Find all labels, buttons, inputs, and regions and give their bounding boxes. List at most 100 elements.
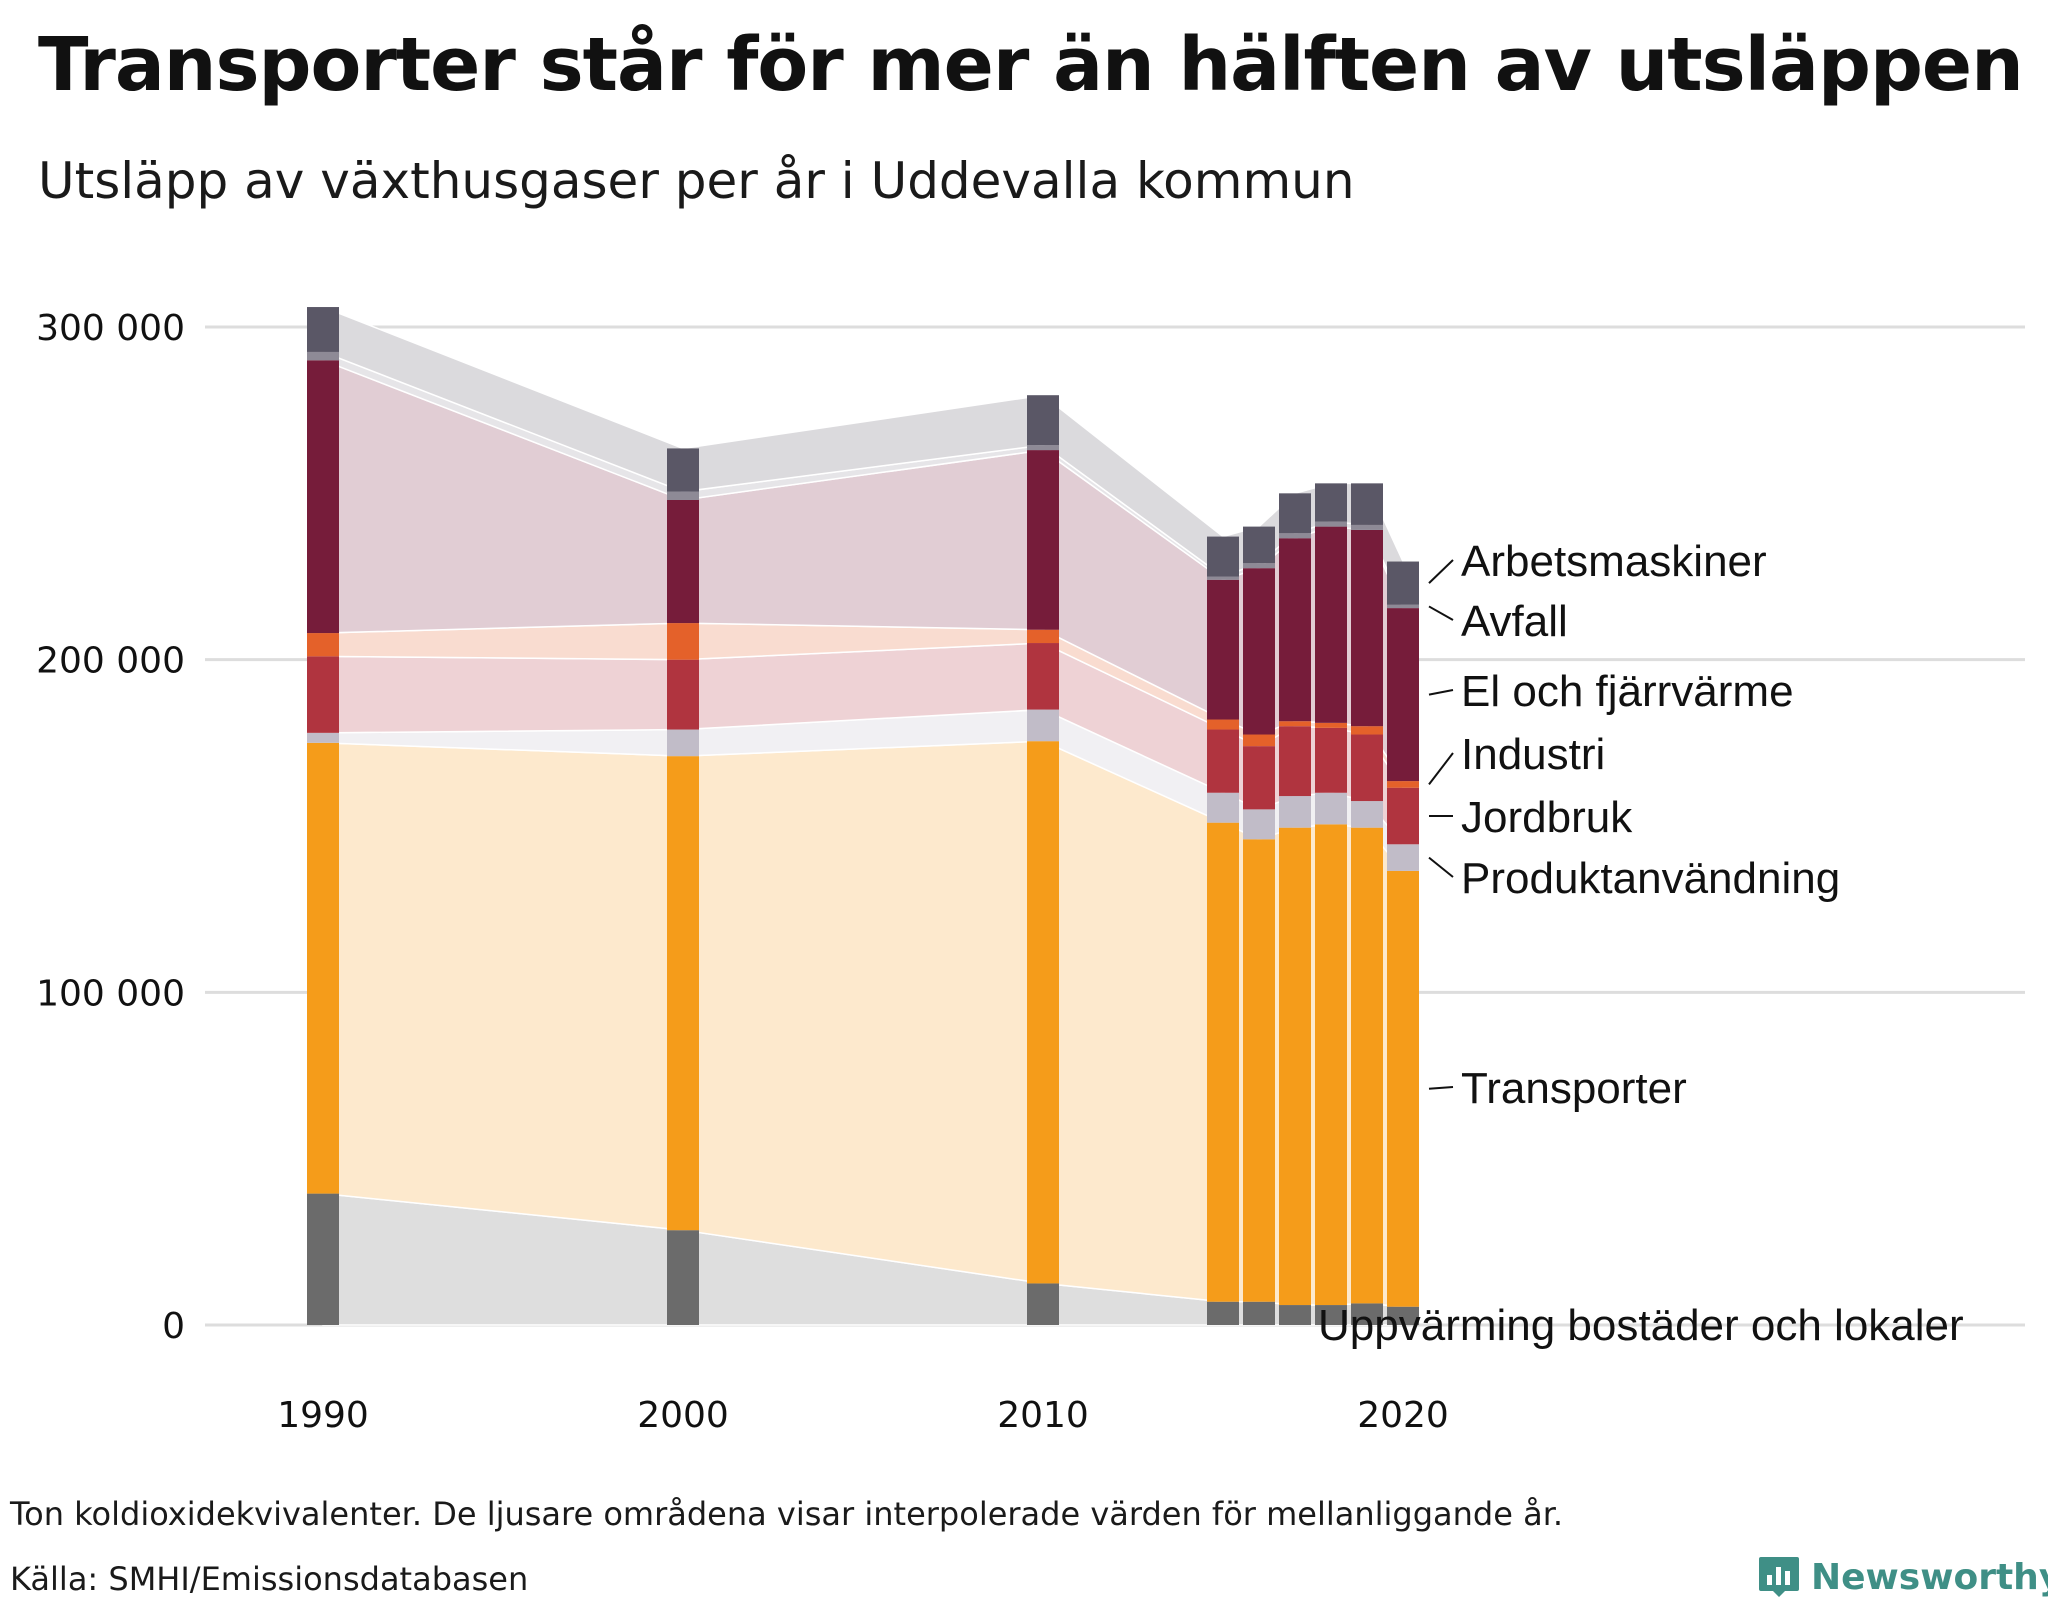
- series-label-el-och-fjarrvarme: El och fjärrvärme: [1461, 667, 1794, 716]
- bar-jordbruk-2017: [1279, 726, 1311, 796]
- bar-jordbruk-2000: [667, 660, 699, 730]
- bar-jordbruk-2010: [1027, 643, 1059, 710]
- bar-avfall-1990: [307, 352, 339, 360]
- bar-avfall-2017: [1279, 533, 1311, 538]
- brand-logo[interactable]: Newsworthy: [1757, 1550, 2048, 1604]
- bar-produktanvandning-2017: [1279, 796, 1311, 828]
- bar-produktanvandning-1990: [307, 733, 339, 743]
- bar-jordbruk-2020: [1387, 788, 1419, 845]
- y-tick-label: 0: [162, 1306, 185, 1347]
- x-tick-label: 2000: [637, 1395, 729, 1436]
- label-leader-produktanvandning: [1429, 858, 1453, 877]
- series-label-industri: Industri: [1461, 730, 1605, 779]
- bar-el-och-fjarrvarme-2020: [1387, 608, 1419, 781]
- bar-transporter-2000: [667, 756, 699, 1230]
- label-leader-arbetsmaskiner: [1429, 560, 1453, 583]
- bar-arbetsmaskiner-2016: [1243, 527, 1275, 564]
- bar-jordbruk-2015: [1207, 730, 1239, 793]
- newsworthy-logo-icon: [1757, 1555, 1801, 1599]
- bar-produktanvandning-2016: [1243, 809, 1275, 839]
- bar-jordbruk-2019: [1351, 735, 1383, 802]
- series-label-produktanvandning: Produktanvändning: [1461, 854, 1840, 903]
- bar-el-och-fjarrvarme-2016: [1243, 568, 1275, 734]
- x-axis-ticks: 1990 2000 2010 2020: [277, 1395, 1449, 1436]
- bar-arbetsmaskiner-2010: [1027, 395, 1059, 445]
- bar-uppvarming-bostader-och-lokaler-2016: [1243, 1302, 1275, 1325]
- bar-industri-2020: [1387, 781, 1419, 788]
- bar-arbetsmaskiner-2019: [1351, 483, 1383, 525]
- y-tick-label: 300 000: [36, 308, 185, 349]
- bar-industri-2018: [1315, 723, 1347, 728]
- bar-transporter-2016: [1243, 839, 1275, 1301]
- bar-transporter-1990: [307, 743, 339, 1194]
- x-tick-label: 1990: [277, 1395, 369, 1436]
- series-label-jordbruk: Jordbruk: [1461, 793, 1633, 842]
- bar-uppvarming-bostader-och-lokaler-2015: [1207, 1302, 1239, 1325]
- bar-industri-1990: [307, 633, 339, 656]
- bar-industri-2017: [1279, 721, 1311, 726]
- label-leader-el-och-fjarrvarme: [1429, 690, 1453, 695]
- series-label-arbetsmaskiner: Arbetsmaskiner: [1461, 537, 1767, 586]
- bar-el-och-fjarrvarme-2000: [667, 500, 699, 623]
- bar-industri-2015: [1207, 720, 1239, 730]
- bar-arbetsmaskiner-2020: [1387, 562, 1419, 605]
- y-axis-ticks: 0 100 000 200 000 300 000: [36, 308, 185, 1347]
- bar-jordbruk-2016: [1243, 746, 1275, 809]
- bar-arbetsmaskiner-2018: [1315, 483, 1347, 521]
- series-label-transporter: Transporter: [1461, 1064, 1687, 1113]
- bar-produktanvandning-2010: [1027, 710, 1059, 742]
- bar-produktanvandning-2000: [667, 730, 699, 757]
- bar-uppvarming-bostader-och-lokaler-2017: [1279, 1305, 1311, 1325]
- bar-transporter-2020: [1387, 871, 1419, 1307]
- bar-transporter-2018: [1315, 824, 1347, 1305]
- bar-produktanvandning-2019: [1351, 801, 1383, 828]
- label-leader-avfall: [1429, 606, 1453, 620]
- label-leader-transporter: [1429, 1087, 1453, 1089]
- bar-uppvarming-bostader-och-lokaler-1990: [307, 1194, 339, 1325]
- bar-arbetsmaskiner-2015: [1207, 537, 1239, 577]
- bar-el-och-fjarrvarme-1990: [307, 360, 339, 633]
- bar-jordbruk-2018: [1315, 728, 1347, 793]
- bar-industri-2016: [1243, 735, 1275, 747]
- bar-avfall-2000: [667, 492, 699, 500]
- bar-avfall-2015: [1207, 577, 1239, 580]
- bar-produktanvandning-2018: [1315, 793, 1347, 825]
- bar-avfall-2020: [1387, 605, 1419, 608]
- bar-arbetsmaskiner-2017: [1279, 493, 1311, 533]
- bar-avfall-2018: [1315, 522, 1347, 527]
- x-tick-label: 2020: [1357, 1395, 1449, 1436]
- bar-transporter-2015: [1207, 823, 1239, 1302]
- x-tick-label: 2010: [997, 1395, 1089, 1436]
- bar-produktanvandning-2020: [1387, 844, 1419, 871]
- y-tick-label: 100 000: [36, 973, 185, 1014]
- interpolated-areas: [323, 307, 1403, 1325]
- bar-industri-2019: [1351, 726, 1383, 734]
- bar-arbetsmaskiner-1990: [307, 307, 339, 352]
- bar-transporter-2010: [1027, 741, 1059, 1283]
- label-leader-industri: [1429, 753, 1453, 784]
- bar-uppvarming-bostader-och-lokaler-2000: [667, 1230, 699, 1325]
- bar-industri-2000: [667, 623, 699, 660]
- brand-name: Newsworthy: [1811, 1557, 2048, 1598]
- footnote: Ton koldioxidekvivalenter. De ljusare om…: [10, 1495, 1563, 1533]
- series-label-uppvarming-bostader-och-lokaler: Uppvärming bostäder och lokaler: [1318, 1301, 1964, 1350]
- source-note: Källa: SMHI/Emissionsdatabasen: [10, 1560, 528, 1598]
- bar-industri-2010: [1027, 630, 1059, 643]
- bar-produktanvandning-2015: [1207, 793, 1239, 823]
- bar-jordbruk-1990: [307, 656, 339, 733]
- bar-el-och-fjarrvarme-2015: [1207, 580, 1239, 720]
- bar-avfall-2019: [1351, 525, 1383, 530]
- bar-el-och-fjarrvarme-2017: [1279, 538, 1311, 721]
- bar-arbetsmaskiner-2000: [667, 448, 699, 491]
- bar-avfall-2016: [1243, 563, 1275, 568]
- bar-avfall-2010: [1027, 445, 1059, 450]
- bar-el-och-fjarrvarme-2010: [1027, 450, 1059, 630]
- bar-transporter-2019: [1351, 828, 1383, 1304]
- bar-transporter-2017: [1279, 828, 1311, 1305]
- y-tick-label: 200 000: [36, 641, 185, 682]
- bar-el-och-fjarrvarme-2018: [1315, 527, 1347, 723]
- bar-uppvarming-bostader-och-lokaler-2010: [1027, 1283, 1059, 1325]
- bar-el-och-fjarrvarme-2019: [1351, 530, 1383, 726]
- series-label-avfall: Avfall: [1461, 597, 1568, 646]
